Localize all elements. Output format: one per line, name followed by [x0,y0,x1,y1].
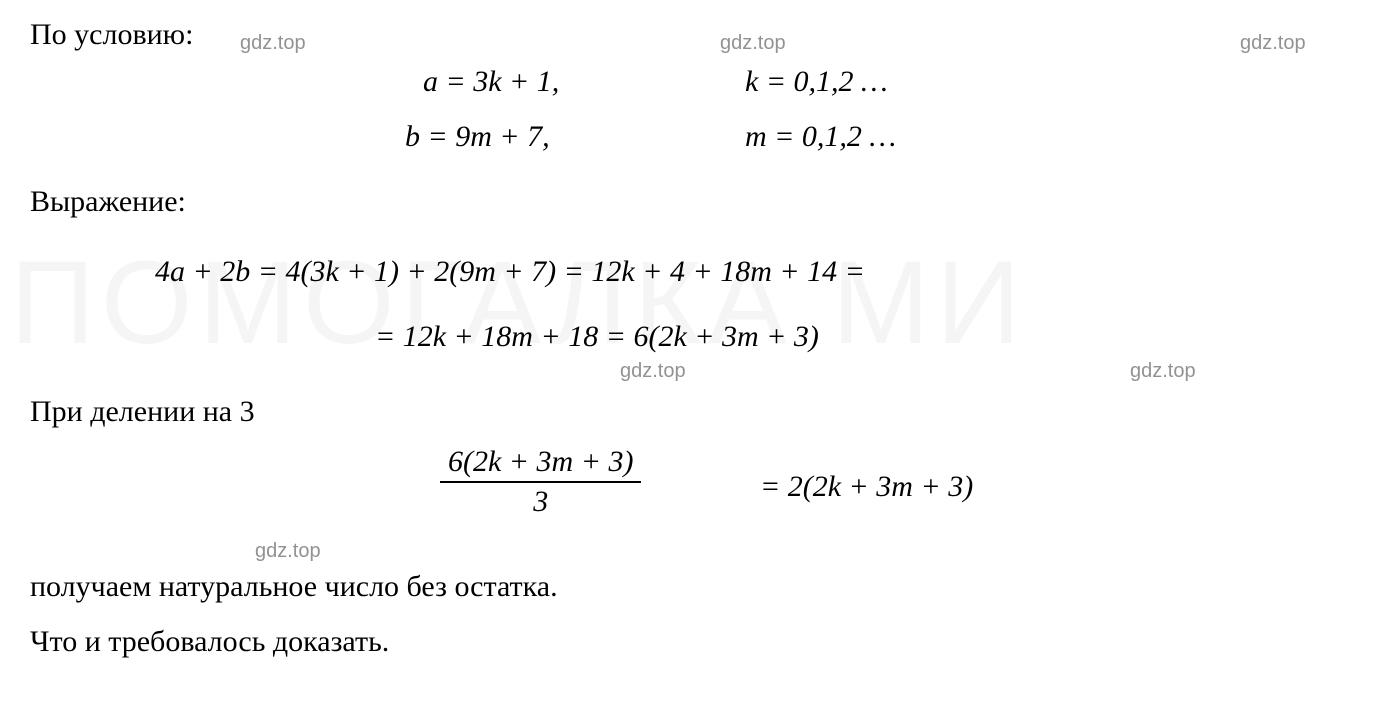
conclusion-line-1: получаем натуральное число без остатка. [30,570,558,604]
heading-condition: По условию: [30,18,193,52]
equation-expansion-2: = 12k + 18m + 18 = 6(2k + 3m + 3) [375,320,819,354]
equation-k-range: k = 0,1,2 … [745,65,888,99]
equation-expansion-1: 4a + 2b = 4(3k + 1) + 2(9m + 7) = 12k + … [155,255,865,289]
watermark-3: gdz.top [1240,32,1306,55]
fraction-numerator: 6(2k + 3m + 3) [440,445,641,483]
equation-b-def: b = 9m + 7, [405,120,550,154]
fraction-block: 6(2k + 3m + 3) 3 [440,445,641,519]
fraction-denominator: 3 [440,483,641,519]
watermark-6: gdz.top [255,540,321,563]
equation-a-def: a = 3k + 1, [423,65,559,99]
watermark-2: gdz.top [720,32,786,55]
equation-division-rhs: = 2(2k + 3m + 3) [760,470,973,504]
watermark-5: gdz.top [1130,360,1196,383]
watermark-4: gdz.top [620,360,686,383]
conclusion-line-2: Что и требовалось доказать. [30,625,389,659]
equation-m-range: m = 0,1,2 … [745,120,896,154]
watermark-1: gdz.top [240,32,306,55]
heading-expression: Выражение: [30,185,186,219]
heading-division: При делении на 3 [30,395,255,429]
document-root: ПОМОГАЛКА МИ По условию: gdz.top gdz.top… [0,0,1400,703]
fraction: 6(2k + 3m + 3) 3 [440,445,641,519]
